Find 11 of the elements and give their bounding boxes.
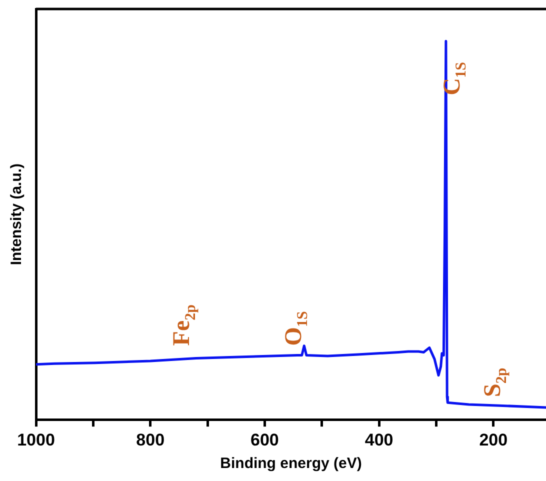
x-tick-label: 600 (250, 430, 279, 450)
annotation: S2p (480, 368, 510, 398)
x-tick-label: 200 (479, 430, 508, 450)
x-tick-label: 1000 (17, 430, 55, 450)
annotation: O1S (281, 311, 312, 346)
annotation: C1S (439, 62, 470, 96)
annotation: Fe2p (169, 304, 199, 346)
x-tick-label: 800 (136, 430, 165, 450)
y-axis-title: Intensity (a.u.) (8, 163, 26, 266)
x-tick-label: 400 (364, 430, 394, 450)
x-axis-title: Binding energy (eV) (220, 455, 362, 472)
